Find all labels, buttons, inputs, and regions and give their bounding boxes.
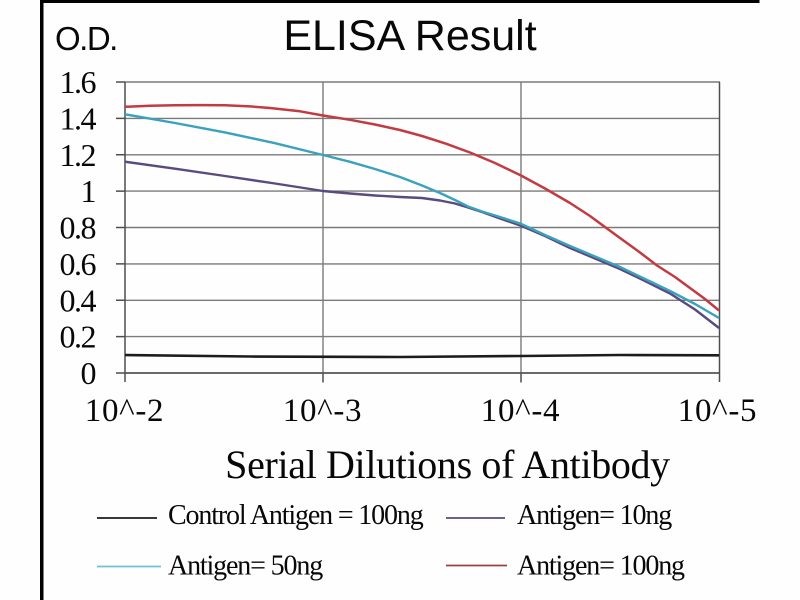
svg-text:1: 1	[81, 173, 96, 209]
svg-text:0.2: 0.2	[60, 319, 96, 355]
svg-text:0.8: 0.8	[60, 210, 96, 246]
svg-text:10^-3: 10^-3	[283, 393, 362, 429]
svg-text:Antigen= 100ng: Antigen= 100ng	[517, 551, 685, 582]
svg-text:1.6: 1.6	[60, 64, 97, 100]
svg-text:Antigen= 10ng: Antigen= 10ng	[517, 500, 672, 531]
svg-text:ELISA Result: ELISA Result	[283, 12, 536, 60]
svg-text:10^-5: 10^-5	[678, 393, 757, 429]
svg-text:Serial Dilutions of Antibody: Serial Dilutions of Antibody	[225, 442, 670, 487]
svg-text:0: 0	[81, 355, 96, 391]
svg-text:0.4: 0.4	[60, 282, 97, 318]
svg-text:10^-2: 10^-2	[85, 393, 164, 429]
svg-text:1.2: 1.2	[60, 137, 96, 173]
svg-text:1.4: 1.4	[60, 100, 97, 136]
svg-text:Control Antigen = 100ng: Control Antigen = 100ng	[168, 500, 424, 531]
svg-text:0.6: 0.6	[60, 246, 97, 282]
svg-text:Antigen= 50ng: Antigen= 50ng	[168, 551, 323, 582]
svg-text:10^-4: 10^-4	[481, 393, 560, 429]
svg-text:O.D.: O.D.	[55, 20, 117, 57]
